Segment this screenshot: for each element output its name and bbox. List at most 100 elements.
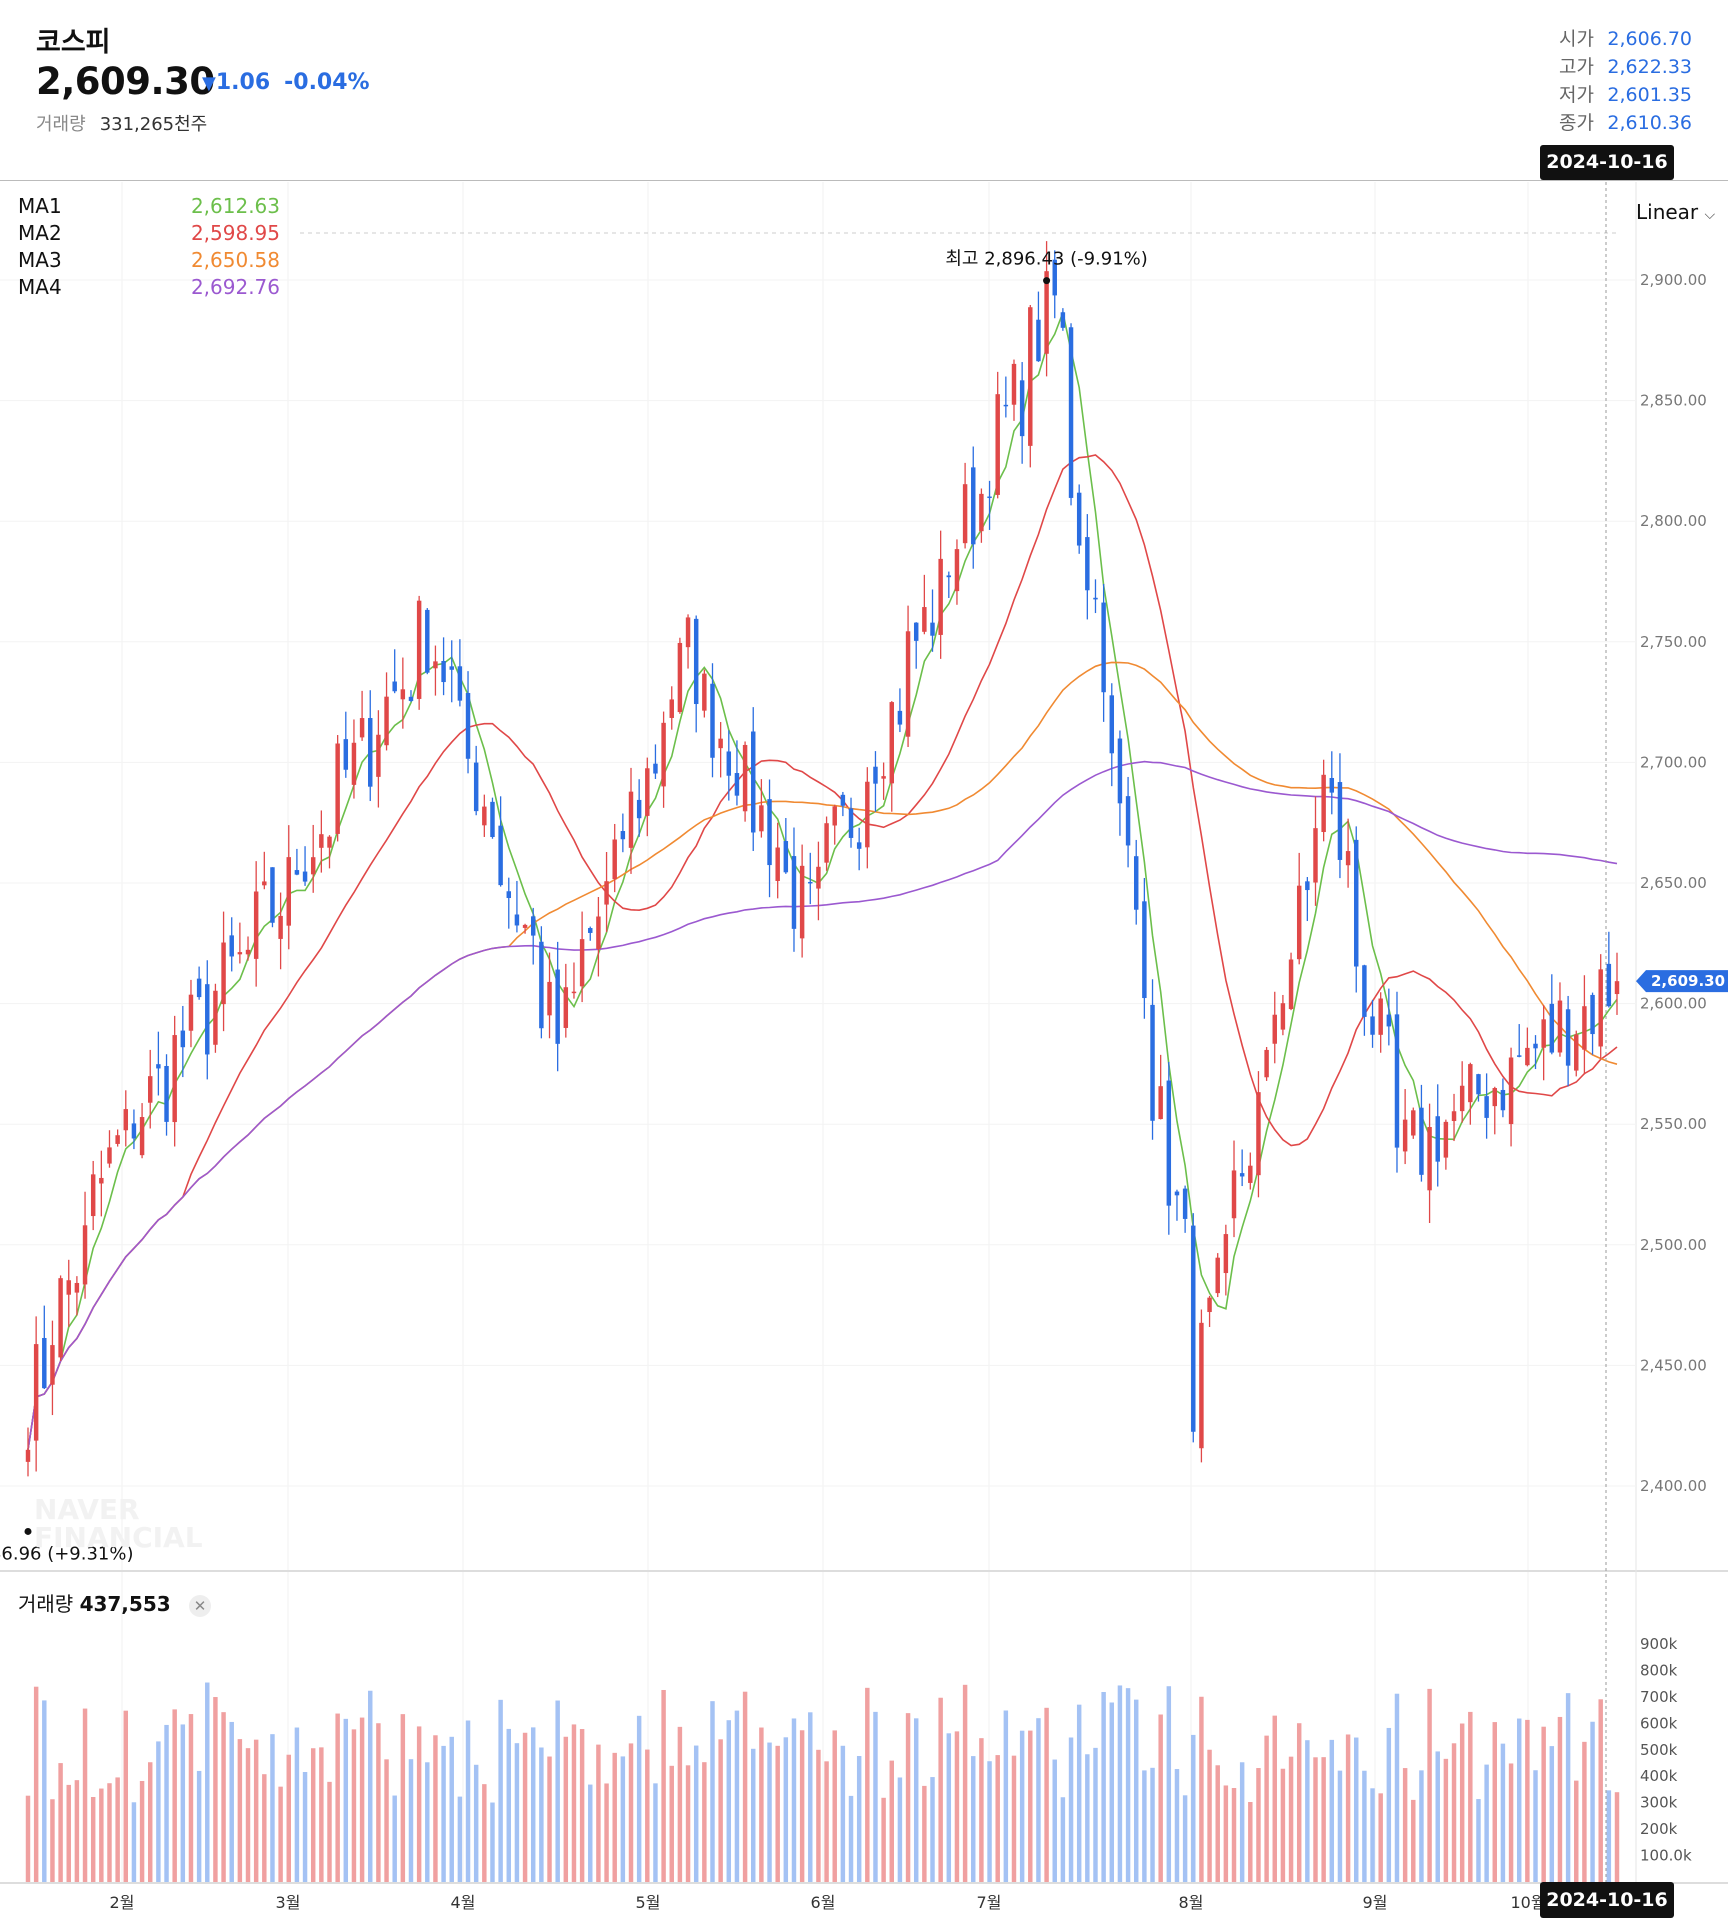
close-price: 종가 2,610.36 xyxy=(1559,112,1692,134)
candle-body xyxy=(506,891,512,899)
volume-bar xyxy=(1044,1707,1049,1882)
volume-bar xyxy=(979,1738,984,1882)
candle-body xyxy=(1606,963,1612,1007)
volume-bar xyxy=(82,1708,88,1882)
ma1-legend: MA1 2,612.63 xyxy=(18,194,280,218)
volume-bar xyxy=(1614,1792,1620,1882)
candle-body xyxy=(596,916,601,950)
candle-body xyxy=(1394,1014,1400,1148)
candle-body xyxy=(905,631,911,737)
scale-selector[interactable]: Linear ⌵ xyxy=(1636,200,1715,224)
candle-body xyxy=(913,622,919,641)
candle-body xyxy=(42,1337,47,1389)
volume-bar xyxy=(522,1732,528,1882)
x-tick-label: 5월 xyxy=(636,1893,661,1912)
candle-body xyxy=(351,742,357,785)
naver-financial-watermark: NAVER FINANCIAL xyxy=(34,1493,203,1554)
candle-body xyxy=(1525,1047,1530,1066)
volume-bar xyxy=(1598,1699,1603,1882)
candle-body xyxy=(987,496,992,499)
high-marker xyxy=(1043,277,1051,285)
volume-bar xyxy=(930,1777,935,1882)
volume-bar xyxy=(433,1735,438,1882)
volume-bar xyxy=(905,1713,911,1882)
candle-body xyxy=(661,722,666,787)
candle-body xyxy=(270,867,275,923)
volume-bar xyxy=(1296,1723,1302,1882)
volume-bar xyxy=(115,1777,120,1882)
y-tick-label: 2,700.00 xyxy=(1640,753,1707,771)
volume-bar xyxy=(33,1686,39,1882)
candle-body xyxy=(1133,856,1139,910)
close-icon[interactable]: ✕ xyxy=(189,1595,212,1617)
volume-bar xyxy=(1028,1730,1033,1882)
candle-body xyxy=(954,549,960,592)
candle-body xyxy=(90,1174,96,1217)
volume-bar xyxy=(1606,1790,1612,1882)
candle-body xyxy=(1052,259,1057,296)
candle-body xyxy=(237,952,243,955)
volume-bar xyxy=(1484,1764,1489,1882)
volume-bar xyxy=(99,1788,104,1882)
candle-body xyxy=(164,1065,169,1122)
candle-body xyxy=(742,744,748,812)
volume-bar xyxy=(1386,1727,1392,1882)
volume-bar xyxy=(1191,1734,1196,1882)
candle-body xyxy=(99,1177,104,1184)
candle-body xyxy=(416,600,422,699)
candle-body xyxy=(881,776,886,779)
candle-body xyxy=(783,841,789,873)
volume-bar xyxy=(351,1729,357,1882)
y-tick-label: 2,600.00 xyxy=(1640,995,1707,1013)
volume-bar xyxy=(188,1714,194,1882)
candle-body xyxy=(473,762,479,812)
candle-body xyxy=(1207,1297,1212,1313)
volume-bar xyxy=(1476,1799,1481,1882)
candle-body xyxy=(1345,851,1351,866)
volume-bar xyxy=(221,1712,226,1882)
x-tick-label: 8월 xyxy=(1179,1893,1204,1912)
volume-bar xyxy=(1264,1735,1269,1882)
volume-y-tick-label: 800k xyxy=(1640,1661,1678,1679)
candle-body xyxy=(1549,1003,1555,1053)
volume-bar xyxy=(1337,1770,1343,1882)
candle-body xyxy=(1109,695,1115,754)
volume-bars xyxy=(25,1682,1620,1882)
candle-body xyxy=(1321,774,1326,833)
volume-panel-value: 437,553 xyxy=(79,1592,171,1616)
candle-body xyxy=(645,768,650,816)
volume-bar xyxy=(1166,1686,1172,1882)
volume-y-tick-label: 300k xyxy=(1640,1794,1678,1812)
candle-body xyxy=(359,718,365,738)
volume-bar xyxy=(734,1710,740,1882)
volume-bar xyxy=(286,1754,291,1882)
volume-bar xyxy=(971,1756,976,1882)
volume-panel-title: 거래량 437,553 ✕ xyxy=(18,1588,212,1617)
candle-body xyxy=(971,467,976,545)
candle-body xyxy=(1272,1014,1277,1044)
y-tick-label: 2,650.00 xyxy=(1640,874,1707,892)
candle-body xyxy=(1264,1049,1269,1078)
candle-body xyxy=(995,394,1000,495)
high-annotation: 최고 2,896.43 (-9.91%) xyxy=(945,249,1147,270)
volume-bar xyxy=(1280,1768,1286,1882)
candle-body xyxy=(1305,881,1310,891)
volume-bar xyxy=(1068,1737,1074,1882)
candle-body xyxy=(433,661,438,669)
volume-bar xyxy=(74,1780,80,1882)
candle-body xyxy=(563,987,569,1028)
candle-body xyxy=(1370,1016,1375,1035)
candle-body xyxy=(229,935,234,957)
volume-bar xyxy=(1133,1699,1139,1882)
volume-bar xyxy=(465,1720,471,1882)
candle-body xyxy=(1337,782,1343,860)
volume-bar xyxy=(1468,1711,1473,1882)
volume-bar xyxy=(25,1795,31,1882)
volume-bar xyxy=(1256,1768,1261,1882)
volume-bar xyxy=(897,1777,903,1882)
candle-body xyxy=(1476,1074,1481,1095)
volume-bar xyxy=(245,1748,251,1882)
candle-body xyxy=(1500,1089,1506,1111)
volume-bar xyxy=(425,1762,430,1882)
